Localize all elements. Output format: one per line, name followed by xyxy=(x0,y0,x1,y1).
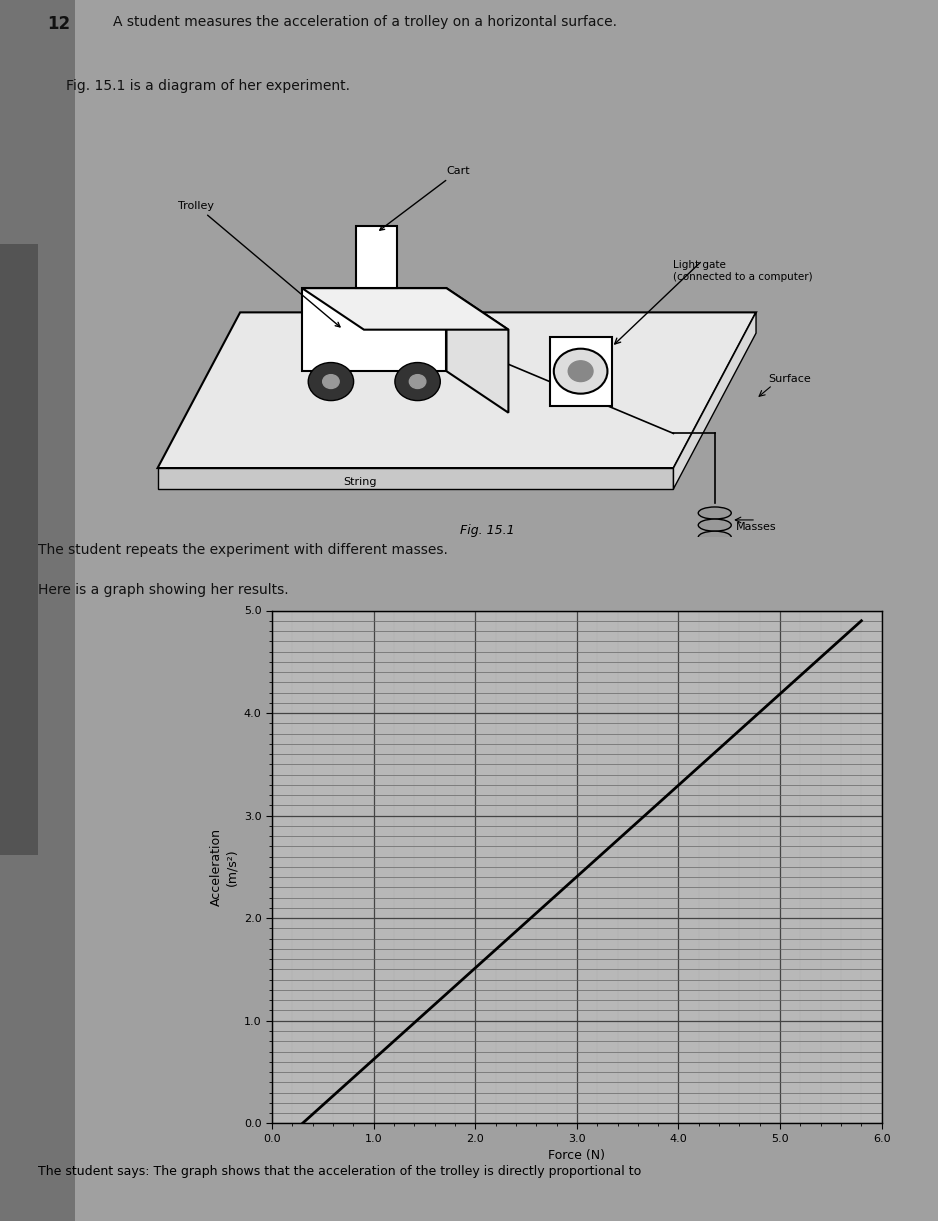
Polygon shape xyxy=(356,226,397,288)
Text: Cart: Cart xyxy=(380,166,470,231)
Circle shape xyxy=(309,363,354,400)
Circle shape xyxy=(323,375,340,388)
Polygon shape xyxy=(302,288,508,330)
Text: Trolley: Trolley xyxy=(178,200,340,327)
Text: Fig. 15.1: Fig. 15.1 xyxy=(461,524,515,537)
X-axis label: Force (N): Force (N) xyxy=(549,1149,605,1162)
Text: Light gate
(connected to a computer): Light gate (connected to a computer) xyxy=(673,260,813,282)
Text: 12: 12 xyxy=(47,15,70,33)
Circle shape xyxy=(568,360,593,381)
Ellipse shape xyxy=(698,531,732,543)
Text: Fig. 15.1 is a diagram of her experiment.: Fig. 15.1 is a diagram of her experiment… xyxy=(66,79,350,93)
Text: The student repeats the experiment with different masses.: The student repeats the experiment with … xyxy=(38,543,447,557)
Text: Here is a graph showing her results.: Here is a graph showing her results. xyxy=(38,582,288,597)
Ellipse shape xyxy=(698,556,732,568)
Y-axis label: Acceleration
(m/s²): Acceleration (m/s²) xyxy=(210,828,238,906)
Text: String: String xyxy=(343,477,377,487)
Polygon shape xyxy=(673,313,756,488)
Polygon shape xyxy=(158,313,756,468)
Polygon shape xyxy=(302,288,446,371)
Text: A student measures the acceleration of a trolley on a horizontal surface.: A student measures the acceleration of a… xyxy=(113,15,616,28)
Polygon shape xyxy=(446,288,508,413)
Text: Masses: Masses xyxy=(735,523,776,532)
Polygon shape xyxy=(158,468,673,488)
Text: Surface: Surface xyxy=(768,374,811,383)
Text: The student says: The graph shows that the acceleration of the trolley is direct: The student says: The graph shows that t… xyxy=(38,1165,641,1178)
Polygon shape xyxy=(550,337,612,405)
Circle shape xyxy=(409,375,426,388)
Bar xyxy=(0,244,38,855)
Ellipse shape xyxy=(698,543,732,556)
Circle shape xyxy=(553,349,608,393)
Ellipse shape xyxy=(698,519,732,531)
Bar xyxy=(0,0,75,1221)
Ellipse shape xyxy=(698,507,732,519)
Circle shape xyxy=(395,363,440,400)
